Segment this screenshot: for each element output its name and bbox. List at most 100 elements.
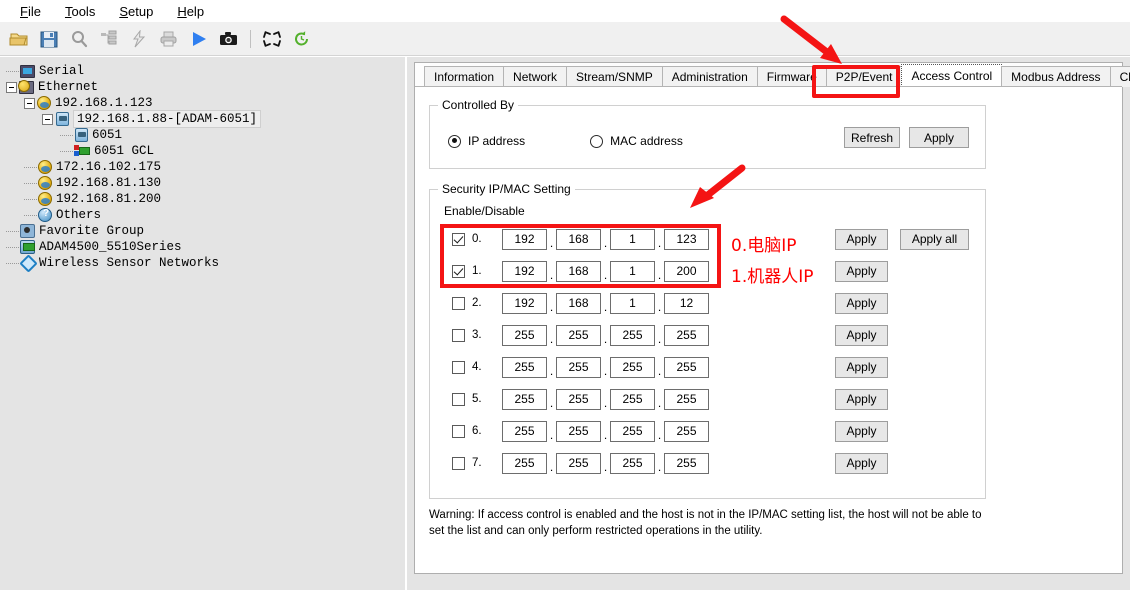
expand-icon[interactable] bbox=[257, 25, 287, 53]
enable-checkbox[interactable] bbox=[452, 392, 465, 406]
tree-icon[interactable] bbox=[94, 25, 124, 53]
menu-item-file[interactable]: File bbox=[20, 3, 41, 19]
tree-node[interactable]: Wireless Sensor Networks bbox=[6, 253, 406, 273]
ip-octet-input[interactable]: 168 bbox=[556, 292, 601, 314]
tree-node[interactable]: 192.168.1.88-[ADAM-6051] bbox=[6, 110, 406, 128]
tree-node[interactable]: ADAM4500_5510Series bbox=[6, 239, 406, 255]
tab-strip[interactable]: Information Network Stream/SNMP Administrat… bbox=[415, 63, 1130, 87]
apply-row-button[interactable]: Apply bbox=[835, 420, 888, 442]
ip-octet-input[interactable]: 168 bbox=[556, 228, 601, 250]
refresh-button[interactable]: Refresh bbox=[844, 127, 900, 148]
tree-node[interactable]: Favorite Group bbox=[6, 223, 406, 239]
save-icon[interactable] bbox=[34, 25, 64, 53]
ip-row-index: 1. bbox=[472, 265, 482, 277]
tab-cloud[interactable]: Cloud bbox=[1109, 66, 1130, 87]
ip-octet-input[interactable]: 255 bbox=[664, 388, 709, 410]
ip-octet-input[interactable]: 192 bbox=[502, 228, 547, 250]
ip-octet-input[interactable]: 255 bbox=[556, 452, 601, 474]
ip-octet-input[interactable]: 255 bbox=[664, 420, 709, 442]
tree-node[interactable]: 6051 GCL bbox=[6, 143, 406, 159]
ip-octet-input[interactable]: 200 bbox=[664, 260, 709, 282]
open-icon[interactable] bbox=[4, 25, 34, 53]
ip-octet-input[interactable]: 255 bbox=[502, 356, 547, 378]
menu-item-setup[interactable]: Setup bbox=[119, 3, 154, 19]
tree-connector bbox=[6, 70, 19, 72]
tab-access-control[interactable]: Access Control bbox=[901, 64, 1003, 87]
apply-row-button[interactable]: Apply bbox=[835, 228, 888, 250]
tree-node[interactable]: Ethernet bbox=[6, 79, 406, 95]
radio-mac-address[interactable] bbox=[590, 134, 604, 148]
tree-expander-minus-icon[interactable] bbox=[6, 81, 17, 93]
apply-row-button[interactable]: Apply bbox=[835, 388, 888, 410]
ip-octet-input[interactable]: 192 bbox=[502, 260, 547, 282]
tab-stream-snmp[interactable]: Stream/SNMP bbox=[566, 66, 663, 87]
search-icon[interactable] bbox=[64, 25, 94, 53]
wsn-icon bbox=[19, 253, 38, 273]
ip-dot-separator: . bbox=[549, 300, 554, 314]
ip-octet-input[interactable]: 255 bbox=[610, 452, 655, 474]
camera-icon[interactable] bbox=[214, 25, 244, 53]
enable-checkbox[interactable] bbox=[452, 360, 465, 374]
lightning-icon[interactable] bbox=[124, 25, 154, 53]
menu-item-tools[interactable]: Tools bbox=[64, 3, 96, 19]
ip-octet-input[interactable]: 255 bbox=[664, 452, 709, 474]
ip-row-index: 4. bbox=[472, 361, 482, 373]
tree-node[interactable]: Serial bbox=[6, 63, 406, 79]
enable-checkbox[interactable] bbox=[452, 424, 465, 438]
ip-octet-input[interactable]: 255 bbox=[502, 452, 547, 474]
enable-checkbox[interactable] bbox=[452, 328, 465, 342]
tree-expander-minus-icon[interactable] bbox=[24, 97, 35, 109]
tab-modbus-address[interactable]: Modbus Address bbox=[1001, 66, 1111, 87]
tab-p2p-event[interactable]: P2P/Event bbox=[825, 66, 903, 87]
ip-octet-input[interactable]: 255 bbox=[502, 324, 547, 346]
ip-octet-input[interactable]: 1 bbox=[610, 228, 655, 250]
ip-octet-input[interactable]: 123 bbox=[664, 228, 709, 250]
ip-octet-input[interactable]: 12 bbox=[664, 292, 709, 314]
enable-checkbox[interactable] bbox=[452, 456, 465, 470]
menu-item-help[interactable]: Help bbox=[177, 3, 205, 19]
apply-controlled-by-button[interactable]: Apply bbox=[909, 127, 969, 148]
device-tree[interactable]: Serial Ethernet 192.168.1.123 192.168.1.88-… bbox=[0, 57, 406, 590]
enable-checkbox[interactable] bbox=[452, 296, 465, 310]
ip-octet-input[interactable]: 255 bbox=[610, 356, 655, 378]
tree-node[interactable]: 192.168.81.200 bbox=[6, 191, 406, 207]
ip-octet-input[interactable]: 255 bbox=[556, 356, 601, 378]
ip-octet-input[interactable]: 255 bbox=[664, 324, 709, 346]
ip-octet-input[interactable]: 255 bbox=[610, 420, 655, 442]
apply-row-button[interactable]: Apply bbox=[835, 356, 888, 378]
ip-octet-input[interactable]: 255 bbox=[502, 420, 547, 442]
tree-node[interactable]: 172.16.102.175 bbox=[6, 159, 406, 175]
ip-octet-input[interactable]: 1 bbox=[610, 292, 655, 314]
tree-node[interactable]: 6051 bbox=[6, 127, 406, 143]
controlled-by-group: Controlled By IP address MAC address Ref… bbox=[429, 98, 986, 169]
ip-octet-input[interactable]: 168 bbox=[556, 260, 601, 282]
tree-node[interactable]: 192.168.81.130 bbox=[6, 175, 406, 191]
tree-node[interactable]: 192.168.1.123 bbox=[6, 95, 406, 111]
play-icon[interactable] bbox=[184, 25, 214, 53]
ip-octet-input[interactable]: 255 bbox=[502, 388, 547, 410]
apply-row-button[interactable]: Apply bbox=[835, 292, 888, 314]
ip-octet-input[interactable]: 255 bbox=[556, 420, 601, 442]
enable-checkbox[interactable] bbox=[452, 264, 465, 278]
ip-octet-input[interactable]: 255 bbox=[610, 324, 655, 346]
tab-administration[interactable]: Administration bbox=[661, 66, 758, 87]
apply-row-button[interactable]: Apply bbox=[835, 452, 888, 474]
ip-octet-input[interactable]: 255 bbox=[664, 356, 709, 378]
printer-icon[interactable] bbox=[154, 25, 184, 53]
tab-firmware[interactable]: Firmware bbox=[756, 66, 827, 87]
ip-octet-input[interactable]: 255 bbox=[610, 388, 655, 410]
ip-octet-input[interactable]: 255 bbox=[556, 388, 601, 410]
enable-checkbox[interactable] bbox=[452, 232, 465, 246]
ip-octet-input[interactable]: 255 bbox=[556, 324, 601, 346]
apply-row-button[interactable]: Apply bbox=[835, 324, 888, 346]
tab-information[interactable]: Information bbox=[424, 66, 505, 87]
tree-node[interactable]: Others bbox=[6, 207, 406, 223]
ip-octet-input[interactable]: 192 bbox=[502, 292, 547, 314]
apply-row-button[interactable]: Apply bbox=[835, 260, 888, 282]
refresh-icon[interactable] bbox=[287, 25, 317, 53]
radio-ip-address[interactable] bbox=[448, 134, 461, 148]
ip-octet-input[interactable]: 1 bbox=[610, 260, 655, 282]
tab-network[interactable]: Network bbox=[503, 66, 568, 87]
apply-all-button[interactable]: Apply all bbox=[900, 228, 969, 250]
tree-expander-minus-icon[interactable] bbox=[42, 113, 53, 125]
